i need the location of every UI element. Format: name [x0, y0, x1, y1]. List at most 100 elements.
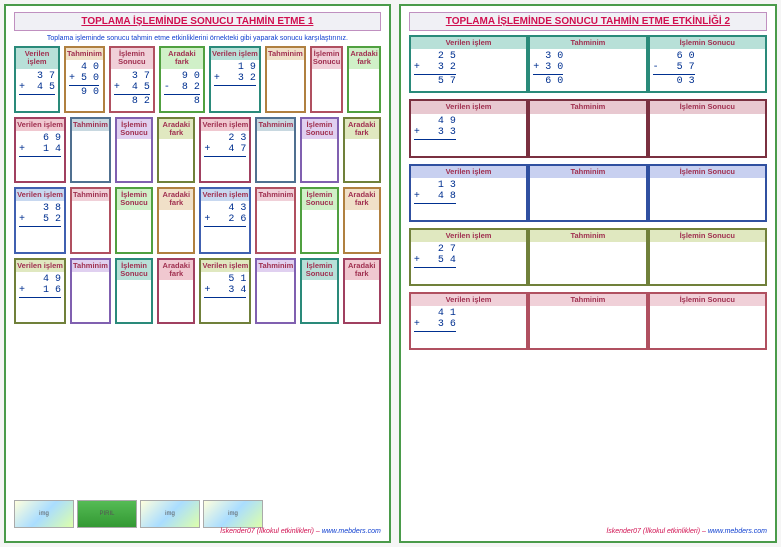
- worksheet-cell: Verilen işlem 1 3+ 4 8: [409, 164, 528, 222]
- worksheet-cell: Verilen işlem 2 7+ 5 4: [409, 228, 528, 286]
- credit-link[interactable]: www.mebders.com: [708, 528, 767, 535]
- footer-images: img PIRIL img img: [14, 500, 263, 528]
- cell-header: Tahminim: [257, 260, 294, 272]
- cell-header: Verilen işlem: [411, 101, 526, 113]
- worksheet-row: Verilen işlem 4 1+ 3 6 Tahminim İşlemin …: [409, 292, 767, 350]
- cell-header: Verilen işlem: [201, 189, 249, 201]
- cell-header: Tahminim: [530, 230, 645, 242]
- worksheet-cell: İşlemin Sonucu: [115, 258, 153, 325]
- worksheet-cell: İşlemin Sonucu: [300, 187, 338, 254]
- worksheet-cell: Tahminim: [528, 292, 647, 350]
- cell-header: İşlemin Sonucu: [302, 189, 336, 210]
- cell-body: 3 7+ 4 58 2: [111, 69, 153, 111]
- cell-header: Aradaki fark: [349, 48, 379, 69]
- worksheet-cell: İşlemin Sonucu: [648, 164, 767, 222]
- cell-body: 4 0+ 5 09 0: [66, 60, 103, 110]
- worksheet-cell: İşlemin Sonucu: [300, 258, 338, 325]
- worksheet-cell: Tahminim: [255, 117, 296, 184]
- cell-header: Tahminim: [257, 189, 294, 201]
- worksheet-cell: Tahminim 4 0+ 5 09 0: [64, 46, 105, 113]
- footer-image: PIRIL: [77, 500, 137, 528]
- cell-header: Verilen işlem: [411, 230, 526, 242]
- cell-header: Tahminim: [530, 294, 645, 306]
- cell-body: 2 5+ 3 25 7: [411, 49, 526, 91]
- worksheet-cell: Tahminim: [528, 228, 647, 286]
- cell-body: [345, 139, 379, 181]
- cell-body: [159, 139, 193, 181]
- cell-body: [650, 178, 765, 220]
- cell-body: 4 9+ 1 6: [16, 272, 64, 322]
- worksheet-row: Verilen işlem 4 9+ 1 6 Tahminim İşlemin …: [14, 258, 381, 325]
- cell-header: Verilen işlem: [16, 119, 64, 131]
- cell-body: [530, 242, 645, 284]
- worksheet-cell: Aradaki fark: [157, 258, 195, 325]
- worksheet-cell: Tahminim: [265, 46, 306, 113]
- cell-body: [530, 306, 645, 348]
- cell-body: [267, 60, 304, 110]
- cell-body: 6 0- 5 70 3: [650, 49, 765, 91]
- cell-header: Verilen işlem: [201, 119, 249, 131]
- page2-title: TOPLAMA İŞLEMİNDE SONUCU TAHMİN ETME ETK…: [409, 12, 767, 31]
- worksheet-row: Verilen işlem 2 5+ 3 25 7 Tahminim 3 0+ …: [409, 35, 767, 93]
- cell-body: [159, 210, 193, 252]
- page-2: TOPLAMA İŞLEMİNDE SONUCU TAHMİN ETME ETK…: [399, 4, 777, 543]
- cell-header: Verilen işlem: [411, 294, 526, 306]
- page1-title: TOPLAMA İŞLEMİNDE SONUCU TAHMİN ETME 1: [14, 12, 381, 31]
- worksheet-cell: Verilen işlem 2 3+ 4 7: [199, 117, 251, 184]
- page2-credit: İskender07 (İlkokul etkinlikleri) – www.…: [409, 528, 767, 535]
- cell-header: İşlemin Sonucu: [117, 260, 151, 281]
- worksheet-row: Verilen işlem 1 3+ 4 8 Tahminim İşlemin …: [409, 164, 767, 222]
- cell-header: Tahminim: [72, 260, 109, 272]
- cell-body: [72, 272, 109, 322]
- cell-body: [650, 114, 765, 156]
- cell-body: 9 0- 8 28: [161, 69, 203, 111]
- cell-header: Tahminim: [72, 119, 109, 131]
- footer-image: img: [140, 500, 200, 528]
- cell-header: İşlemin Sonucu: [117, 119, 151, 140]
- cell-header: Aradaki fark: [345, 119, 379, 140]
- cell-header: Tahminim: [66, 48, 103, 60]
- cell-header: Verilen işlem: [201, 260, 249, 272]
- worksheet-cell: Verilen işlem 5 1+ 3 4: [199, 258, 251, 325]
- worksheet-cell: Tahminim: [528, 164, 647, 222]
- worksheet-cell: Verilen işlem 2 5+ 3 25 7: [409, 35, 528, 93]
- cell-body: 6 9+ 1 4: [16, 131, 64, 181]
- worksheet-row: Verilen işlem 2 7+ 5 4 Tahminim İşlemin …: [409, 228, 767, 286]
- cell-header: İşlemin Sonucu: [650, 166, 765, 178]
- cell-header: Tahminim: [530, 166, 645, 178]
- worksheet-cell: Tahminim: [70, 117, 111, 184]
- cell-body: [72, 201, 109, 251]
- cell-body: 2 3+ 4 7: [201, 131, 249, 181]
- worksheet-cell: Tahminim: [255, 258, 296, 325]
- cell-header: İşlemin Sonucu: [650, 294, 765, 306]
- worksheet-cell: Aradaki fark 9 0- 8 28: [159, 46, 205, 113]
- worksheet-cell: Aradaki fark: [157, 187, 195, 254]
- page1-footer: img PIRIL img img: [14, 500, 381, 528]
- worksheet-cell: Verilen işlem 1 9+ 3 2: [209, 46, 261, 113]
- cell-body: 1 9+ 3 2: [211, 60, 259, 110]
- cell-header: Aradaki fark: [159, 260, 193, 281]
- cell-header: Verilen işlem: [16, 189, 64, 201]
- cell-header: İşlemin Sonucu: [650, 230, 765, 242]
- worksheet-cell: Aradaki fark: [157, 117, 195, 184]
- cell-body: [349, 69, 379, 111]
- cell-header: Verilen işlem: [16, 260, 64, 272]
- worksheet-cell: İşlemin Sonucu: [300, 117, 338, 184]
- cell-body: 2 7+ 5 4: [411, 242, 526, 284]
- cell-header: İşlemin Sonucu: [302, 260, 336, 281]
- footer-image: img: [14, 500, 74, 528]
- cell-header: Tahminim: [530, 101, 645, 113]
- worksheet-row: Verilen işlem 4 9+ 3 3 Tahminim İşlemin …: [409, 99, 767, 157]
- cell-header: Aradaki fark: [345, 260, 379, 281]
- cell-header: Aradaki fark: [159, 189, 193, 210]
- cell-body: [302, 280, 336, 322]
- cell-body: [159, 280, 193, 322]
- worksheet-cell: İşlemin Sonucu: [648, 292, 767, 350]
- cell-header: İşlemin Sonucu: [650, 37, 765, 49]
- credit-link[interactable]: www.mebders.com: [322, 528, 381, 535]
- worksheet-cell: Aradaki fark: [347, 46, 381, 113]
- worksheet-cell: Verilen işlem 4 3+ 2 6: [199, 187, 251, 254]
- cell-body: [302, 139, 336, 181]
- cell-body: 3 8+ 5 2: [16, 201, 64, 251]
- worksheet-cell: Aradaki fark: [343, 117, 381, 184]
